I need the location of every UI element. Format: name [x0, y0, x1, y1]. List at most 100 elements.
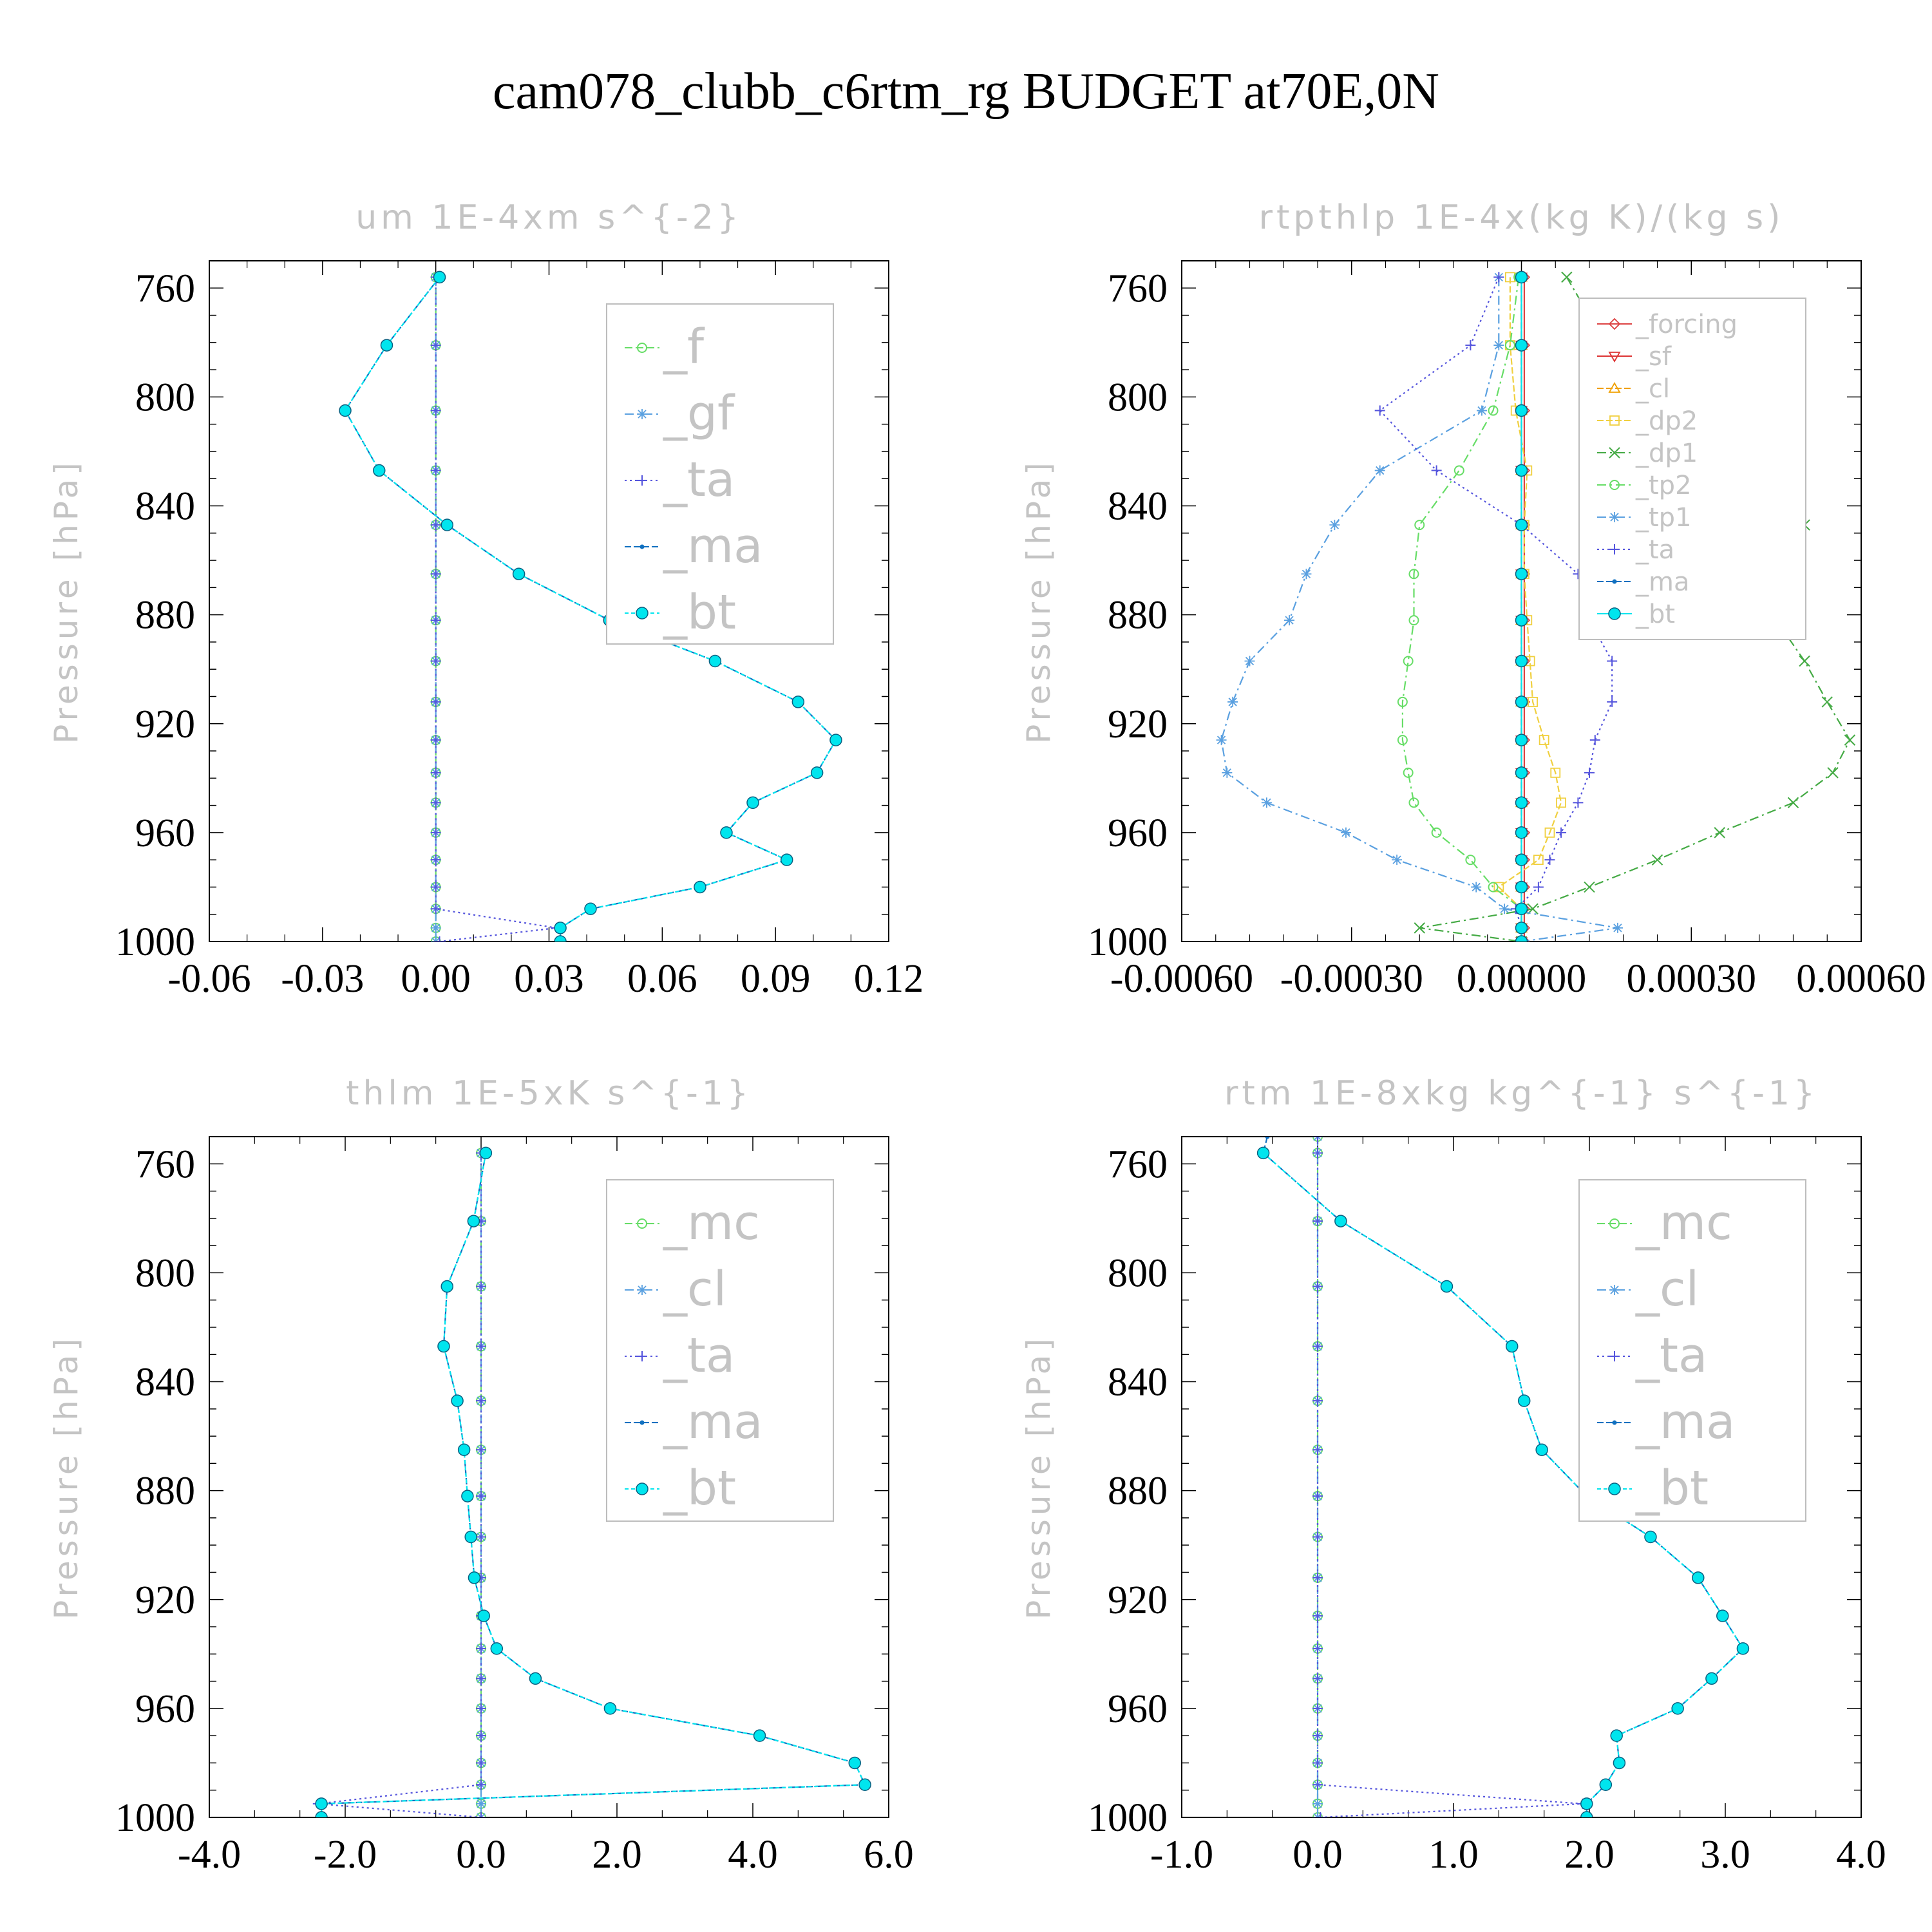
data-point	[1692, 1571, 1705, 1584]
legend-marker	[637, 1351, 647, 1361]
data-point	[1844, 734, 1856, 746]
y-tick-label: 920	[135, 1578, 195, 1622]
x-tick-label: 1.0	[1428, 1833, 1479, 1877]
x-tick-label: 0.0	[456, 1833, 506, 1877]
data-point	[1515, 339, 1528, 352]
y-tick-label: 800	[1108, 1251, 1168, 1295]
data-point	[1403, 656, 1414, 667]
data-point	[781, 853, 793, 866]
data-point	[464, 1530, 477, 1544]
data-point	[479, 1146, 493, 1160]
data-point	[1403, 767, 1414, 778]
data-point	[1527, 903, 1539, 914]
data-point	[1408, 615, 1419, 626]
legend-marker	[639, 1420, 645, 1425]
data-point	[1408, 797, 1419, 808]
data-point	[708, 654, 722, 668]
legend-box	[1578, 1179, 1806, 1522]
legend-box	[1578, 298, 1806, 640]
data-point	[477, 1609, 490, 1622]
legend-marker	[1609, 447, 1620, 459]
data-point	[1736, 1642, 1750, 1655]
legend-entry: _bt	[1635, 1461, 1709, 1516]
data-point	[603, 1702, 617, 1715]
legend-entry: _cl	[663, 1262, 726, 1317]
data-point	[476, 1779, 486, 1790]
data-point	[1544, 827, 1555, 838]
data-point	[315, 1797, 328, 1810]
data-point	[430, 767, 441, 778]
data-point	[1515, 734, 1528, 746]
data-point	[584, 902, 597, 916]
x-tick-label: 0.06	[627, 957, 697, 1001]
y-tick-label: 840	[1108, 1361, 1168, 1405]
x-tick-label: 0.00000	[1457, 957, 1587, 1001]
legend-entry: _cl	[1635, 374, 1670, 404]
x-tick-label: 0.00	[401, 957, 471, 1001]
data-point	[430, 904, 441, 914]
data-point	[1515, 902, 1528, 916]
data-point	[1515, 796, 1528, 810]
data-point	[810, 766, 824, 779]
y-tick-label: 1000	[1088, 1796, 1168, 1840]
series-line	[344, 276, 837, 942]
data-point	[1533, 855, 1544, 866]
data-point	[1533, 882, 1544, 893]
plot-frame	[209, 1136, 889, 1818]
y-tick-label: 760	[1108, 1142, 1168, 1186]
y-axis-label: Pressure [hPa]	[48, 1334, 85, 1620]
data-point	[461, 1490, 474, 1502]
legend-entry: _ma	[663, 518, 762, 574]
data-point	[457, 1443, 471, 1456]
data-point	[1414, 520, 1425, 531]
data-point	[430, 656, 441, 667]
y-tick-label: 880	[135, 594, 195, 638]
legend-marker	[1608, 382, 1621, 393]
data-point	[1488, 882, 1499, 893]
legend-entry: _tp2	[1635, 471, 1692, 500]
data-point	[829, 734, 842, 746]
data-point	[694, 880, 706, 894]
data-point	[1440, 1280, 1454, 1293]
series-line	[1497, 277, 1562, 942]
legend-box	[606, 303, 834, 645]
data-point	[1612, 922, 1623, 933]
data-point	[753, 1729, 766, 1742]
data-point	[430, 405, 441, 416]
legend-entry: _mc	[1635, 1195, 1732, 1251]
data-point	[1329, 520, 1340, 531]
data-point	[1493, 272, 1504, 283]
legend-marker	[639, 544, 645, 549]
data-point	[1499, 904, 1510, 914]
data-point	[430, 922, 441, 933]
data-point	[1528, 697, 1538, 707]
y-tick-label: 760	[1108, 267, 1168, 310]
panel-title: rtpthlp 1E-4x(kg K)/(kg s)	[1259, 198, 1785, 237]
x-tick-label: 3.0	[1700, 1833, 1750, 1877]
series-line	[435, 277, 557, 942]
legend-entry: _ta	[663, 452, 735, 507]
data-point	[1517, 1394, 1531, 1407]
data-point	[1580, 1797, 1593, 1810]
data-point	[1515, 935, 1528, 942]
data-point	[858, 1778, 871, 1792]
data-point	[339, 404, 352, 417]
x-tick-label: 2.0	[592, 1833, 642, 1877]
data-point	[1374, 405, 1385, 416]
data-point	[1312, 1703, 1323, 1714]
data-point	[1465, 855, 1476, 866]
data-point	[430, 340, 441, 351]
x-tick-label: -4.0	[178, 1833, 241, 1877]
data-point	[1312, 1779, 1323, 1790]
data-point	[1515, 880, 1528, 894]
data-point	[1301, 569, 1312, 580]
data-point	[1216, 735, 1227, 746]
data-point	[1315, 1812, 1326, 1817]
legend-marker	[1612, 579, 1617, 584]
data-point	[440, 1280, 453, 1293]
data-point	[476, 1703, 486, 1714]
panel-title: thlm 1E-5xK s^{-1}	[346, 1074, 752, 1113]
data-point	[554, 922, 567, 934]
panel-2: rtpthlp 1E-4x(kg K)/(kg s) Pressure [hPa]…	[1020, 198, 1926, 1001]
